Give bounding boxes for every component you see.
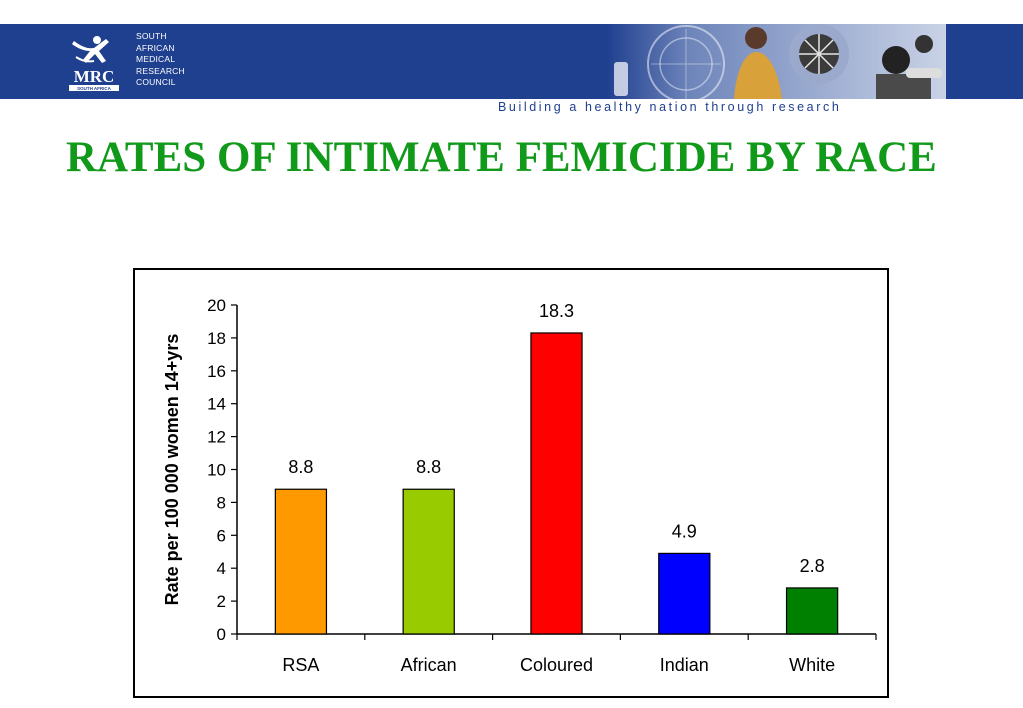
y-tick-label: 20: [207, 296, 226, 315]
logo-text: MRC: [74, 67, 115, 86]
y-axis: 0 2 4 6 8 10 12 14 16 18 20: [207, 296, 238, 644]
y-tick-label: 8: [217, 493, 226, 512]
x-category-label: Coloured: [520, 655, 593, 675]
x-axis: RSA African Coloured Indian White: [236, 633, 877, 675]
tagline: Building a healthy nation through resear…: [498, 100, 842, 114]
mrc-logo: MRC SOUTH AFRICA: [66, 31, 122, 93]
bar-value-label: 18.3: [539, 301, 574, 321]
y-tick-label: 12: [207, 428, 226, 447]
bar: [530, 332, 583, 635]
org-name-line: MEDICAL: [136, 54, 176, 65]
x-category-label: White: [789, 655, 835, 675]
bar-value-label: 8.8: [416, 457, 441, 477]
mrc-logo-icon: MRC SOUTH AFRICA: [69, 36, 119, 91]
y-tick-label: 16: [207, 362, 226, 381]
y-tick-label: 18: [207, 329, 226, 348]
bar-chart: 0 2 4 6 8 10 12 14 16 18 20 RSA African Coloured Indi…: [162, 296, 877, 675]
y-tick-label: 4: [217, 559, 226, 578]
y-tick-label: 6: [217, 526, 226, 545]
x-category-label: African: [401, 655, 457, 675]
bar: [402, 488, 455, 635]
bars: 8.8 8.8 18.3 4.9 2.8: [274, 301, 839, 635]
slide-title: RATES OF INTIMATE FEMICIDE BY RACE: [66, 134, 937, 181]
y-tick-label: 14: [207, 395, 226, 414]
y-axis-label: Rate per 100 000 women 14+yrs: [162, 334, 182, 606]
bar-value-label: 2.8: [800, 556, 825, 576]
bar: [274, 488, 328, 635]
org-name: SOUTH AFRICAN MEDICAL RESEARCH COUNCIL: [136, 31, 185, 89]
logo-subtext: SOUTH AFRICA: [77, 86, 112, 91]
y-tick-label: 0: [217, 625, 226, 644]
org-name-line: SOUTH: [136, 31, 167, 41]
y-tick-label: 2: [217, 592, 226, 611]
header-photo-collage: [606, 24, 946, 99]
bar-value-label: 4.9: [672, 521, 697, 541]
bar: [785, 587, 839, 635]
x-category-label: Indian: [660, 655, 709, 675]
org-name-line: RESEARCH: [136, 65, 185, 76]
bar-value-label: 8.8: [288, 457, 313, 477]
chart-frame: 0 2 4 6 8 10 12 14 16 18 20 RSA African Coloured Indi…: [133, 268, 889, 698]
bar: [658, 552, 711, 635]
org-name-line: AFRICAN: [136, 42, 175, 53]
x-category-label: RSA: [282, 655, 319, 675]
y-tick-label: 10: [207, 461, 226, 480]
org-name-line: COUNCIL: [136, 77, 176, 88]
